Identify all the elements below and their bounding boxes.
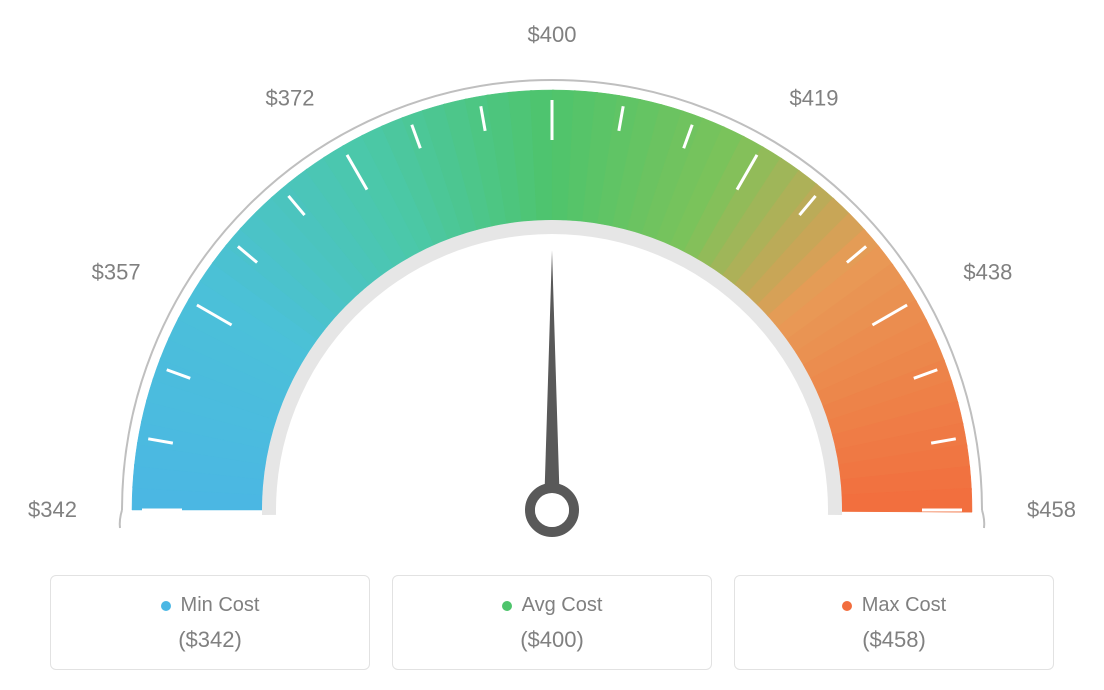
- legend-dot-max: [842, 601, 852, 611]
- legend-card-avg: Avg Cost ($400): [392, 575, 712, 670]
- legend-label-min: Min Cost: [161, 594, 260, 617]
- legend-label-max: Max Cost: [842, 594, 946, 617]
- legend-dot-min: [161, 601, 171, 611]
- gauge-tick-label: $400: [528, 22, 577, 47]
- gauge-tick-label: $438: [963, 260, 1012, 285]
- legend-value-min: ($342): [61, 627, 359, 653]
- legend-value-max: ($458): [745, 627, 1043, 653]
- gauge-svg: $342 $357 $372 $400 $419 $438 $458: [22, 10, 1082, 570]
- legend-card-min: Min Cost ($342): [50, 575, 370, 670]
- legend-label-avg: Avg Cost: [502, 594, 603, 617]
- gauge-tick-label: $357: [92, 260, 141, 285]
- legend-label-text: Min Cost: [181, 594, 260, 617]
- gauge-tick-label: $342: [28, 497, 77, 522]
- gauge-tick-label: $372: [266, 86, 315, 111]
- legend-card-max: Max Cost ($458): [734, 575, 1054, 670]
- legend-label-text: Avg Cost: [522, 594, 603, 617]
- gauge-tick-label: $419: [790, 86, 839, 111]
- gauge-tick-label: $458: [1027, 497, 1076, 522]
- legend-row: Min Cost ($342) Avg Cost ($400) Max Cost…: [0, 575, 1104, 670]
- legend-label-text: Max Cost: [862, 594, 946, 617]
- gauge-chart: $342 $357 $372 $400 $419 $438 $458: [0, 0, 1104, 560]
- legend-dot-avg: [502, 601, 512, 611]
- gauge-needle: [544, 250, 560, 510]
- legend-value-avg: ($400): [403, 627, 701, 653]
